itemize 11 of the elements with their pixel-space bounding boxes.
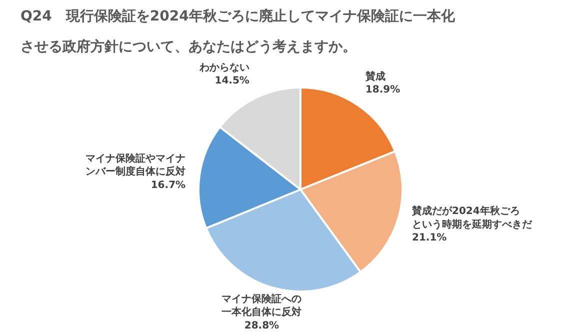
slice-label: マイナ保険証への一本化自体に反対 bbox=[222, 292, 302, 318]
slice-label: わからない bbox=[198, 62, 250, 74]
chart-title: Q24 現行保険証を2024年秋ごろに廃止してマイナ保険証に一本化させる政府方針について、あなたはどう考えますか。 bbox=[20, 8, 456, 55]
data-label: 14.5% bbox=[214, 76, 250, 87]
slice-label: マイナ保険証やマイナンバー制度自体に反対 bbox=[86, 152, 186, 178]
slice-label: 賛成だが2024年秋ごろという時期を延期すべきだ bbox=[410, 205, 533, 230]
data-label: 18.9% bbox=[365, 84, 400, 96]
slice-label: 賛成 bbox=[364, 70, 386, 82]
data-label: 16.7% bbox=[150, 180, 186, 191]
data-label: 21.1% bbox=[412, 232, 447, 244]
data-label: 28.8% bbox=[244, 320, 280, 332]
